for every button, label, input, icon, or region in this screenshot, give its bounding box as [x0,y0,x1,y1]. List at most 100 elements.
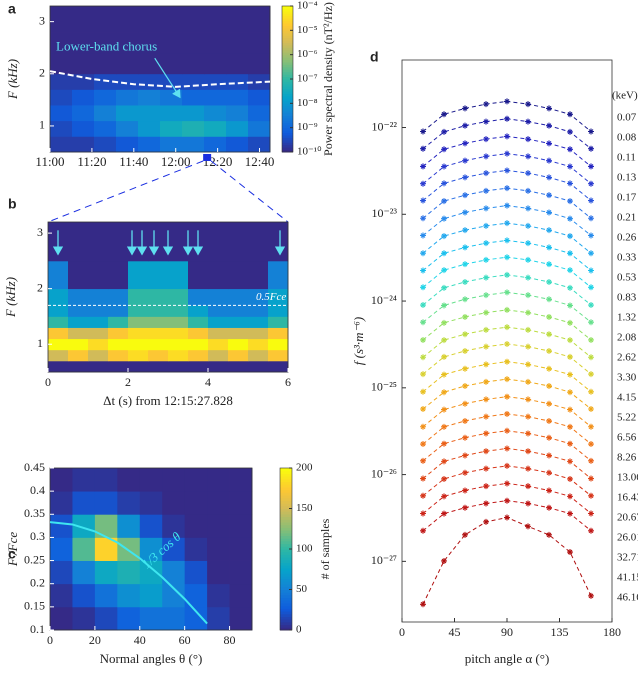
y-axis-label: f (s³·m⁻⁶) [351,317,366,366]
data-point [462,244,468,251]
colorbar-step [282,61,293,65]
colorbar-step [280,513,292,518]
heatmap-cell [72,468,96,492]
data-point [588,215,594,222]
data-point [588,267,594,274]
heatmap-cell [148,338,169,351]
colorbar-step [282,10,293,14]
heatmap-cell [139,606,163,631]
heatmap-cell [208,338,229,351]
heatmap-cell [248,136,271,153]
heatmap-cell [168,349,189,362]
heatmap-cell [148,316,169,328]
colorbar-step [282,113,293,116]
data-point [504,480,510,487]
heatmap-cell [207,468,230,492]
data-point [546,382,552,389]
data-point [567,180,573,187]
heatmap-cell [248,260,269,290]
data-point [483,205,489,212]
colorbar-tick-label: 10⁻⁶ [297,48,318,60]
heatmap-cell [162,514,186,538]
heatmap-cell [268,222,289,262]
colorbar-step [280,573,292,577]
data-point [588,319,594,326]
x-axis-label: pitch angle α (°) [465,651,550,666]
data-point [567,250,573,257]
data-point [546,140,552,147]
colorbar-step [280,516,292,520]
data-point [441,319,447,326]
data-point [567,146,573,153]
heatmap-cell [168,288,189,306]
colorbar-step [280,616,292,620]
heatmap-cell [226,6,249,33]
legend-label: 20.67 [617,512,638,524]
heatmap-cell [139,583,163,608]
panel: c 0 20 40 60 80 0.1 0.15 0.2 0.25 0.3 0.35 0.4 0.45 No… [5,460,332,666]
x-tick-label: 12:00 [161,154,191,169]
heatmap-cell [48,316,69,328]
data-point [588,492,594,499]
data-point [525,205,531,212]
heatmap-cell [168,360,189,373]
x-tick-label: 11:40 [119,154,148,169]
colorbar-step [280,624,292,628]
legend-label: 8.26 [617,452,637,464]
heatmap-cell [268,349,289,362]
colorbar-label: Power spectral density (nT²/Hz) [321,2,335,156]
colorbar-step [282,18,293,22]
heatmap-cell [148,305,169,317]
data-point [441,163,447,170]
x-tick-label: 45 [449,625,461,639]
data-point [441,406,447,413]
colorbar-step [280,567,292,572]
data-point [588,336,594,343]
data-point [420,267,426,274]
colorbar-step [282,130,293,134]
heatmap-cell [108,360,129,373]
colorbar-tick-label: 10⁻⁷ [297,73,318,85]
colorbar-tick-label: 100 [296,543,313,555]
heatmap-cell [228,349,249,362]
colorbar-step [282,13,293,17]
panel-letter: a [8,1,16,17]
x-tick-label: 0 [399,625,405,639]
data-point [546,504,552,511]
colorbar-tick-label: 10⁻⁹ [297,121,318,133]
heatmap-cell [148,360,169,373]
y-tick-label: 2 [37,280,43,294]
colorbar-step [282,96,293,99]
heatmap-cell [94,6,117,33]
heatmap-cell [162,537,186,561]
panel-letter: c [8,546,16,562]
data-point [420,388,426,395]
data-point [420,527,426,534]
data-point [462,487,468,494]
data-point [420,145,426,152]
y-tick-label: 1 [37,336,43,350]
data-point [525,500,531,507]
heatmap-cell [168,338,189,351]
data-point [420,601,426,608]
heatmap-cell [48,360,69,373]
colorbar-step [282,59,293,63]
heatmap-cell [88,360,109,373]
data-point [483,274,489,281]
heatmap-cell [128,316,149,328]
colorbar-step [280,535,292,539]
data-point [483,500,489,507]
heatmap-cell [72,120,95,137]
data-point [441,302,447,309]
heatmap-cell [50,52,73,75]
data-point [462,365,468,372]
data-point [525,430,531,437]
colorbar-step [282,35,293,39]
annotation: Lower-band chorus [56,39,157,54]
heatmap-cell [72,514,96,538]
colorbar-step [280,500,292,504]
colorbar-label: # of samples [318,518,332,579]
heatmap-cell [248,360,269,373]
data-point [462,452,468,459]
